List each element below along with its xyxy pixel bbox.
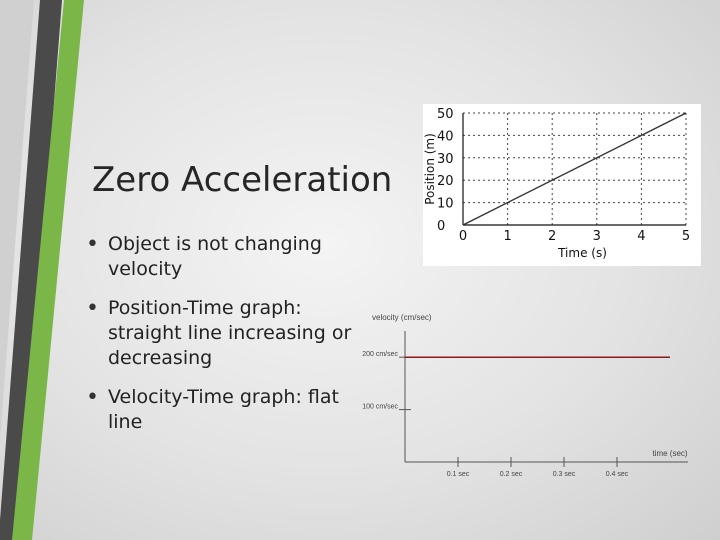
x-axis-label: Time (s) [557, 246, 607, 260]
y-tick-label: 40 [437, 129, 454, 144]
y-tick-label: 100 cm/sec [362, 404, 398, 411]
slide-title: Zero Acceleration [92, 160, 393, 200]
x-axis-label: time (sec) [652, 449, 687, 458]
bullet-item: • Object is not changing velocity [86, 232, 376, 282]
bullet-list: • Object is not changing velocity • Posi… [86, 232, 376, 449]
x-tick-label: 1 [503, 229, 511, 244]
y-axis-label: Position (m) [423, 133, 437, 205]
decorative-stripes [0, 0, 84, 540]
position-time-chart: 0 10 20 30 40 50 0 1 2 3 4 5 Time (s) Position (m) [423, 104, 701, 266]
x-tick-label: 4 [637, 229, 645, 244]
bullet-dot: • [86, 296, 99, 321]
light-stripe [0, 0, 34, 440]
x-tick-label: 0 [459, 229, 467, 244]
y-tick-label: 20 [437, 174, 454, 189]
velocity-time-chart: 100 cm/sec 200 cm/sec 0.1 sec 0.2 sec 0.3 se… [362, 313, 688, 478]
y-axis-label: velocity (cm/sec) [372, 313, 432, 322]
bullet-dot: • [86, 232, 99, 257]
position-line [462, 112, 687, 226]
x-tick-label: 3 [593, 229, 601, 244]
y-tick-label: 30 [437, 152, 454, 167]
bullet-dot: • [86, 385, 99, 410]
bullet-text: Position-Time graph: straight line incre… [108, 297, 352, 369]
x-tick-label: 2 [548, 229, 556, 244]
x-tick-label: 0.1 sec [447, 471, 470, 478]
dark-stripe [0, 0, 62, 540]
x-tick-label: 0.3 sec [553, 471, 576, 478]
bullet-text: Velocity-Time graph: flat line [108, 386, 339, 433]
bullet-item: • Velocity-Time graph: flat line [86, 385, 376, 435]
y-tick-label: 10 [437, 197, 454, 212]
bullet-text: Object is not changing velocity [108, 233, 322, 280]
y-tick-label: 50 [437, 107, 454, 122]
y-tick-label: 200 cm/sec [362, 351, 398, 358]
y-tick-label: 0 [437, 219, 445, 234]
x-tick-label: 5 [682, 229, 690, 244]
bullet-item: • Position-Time graph: straight line inc… [86, 296, 376, 371]
x-tick-label: 0.2 sec [500, 471, 523, 478]
green-stripe [12, 0, 84, 540]
x-tick-label: 0.4 sec [606, 471, 629, 478]
